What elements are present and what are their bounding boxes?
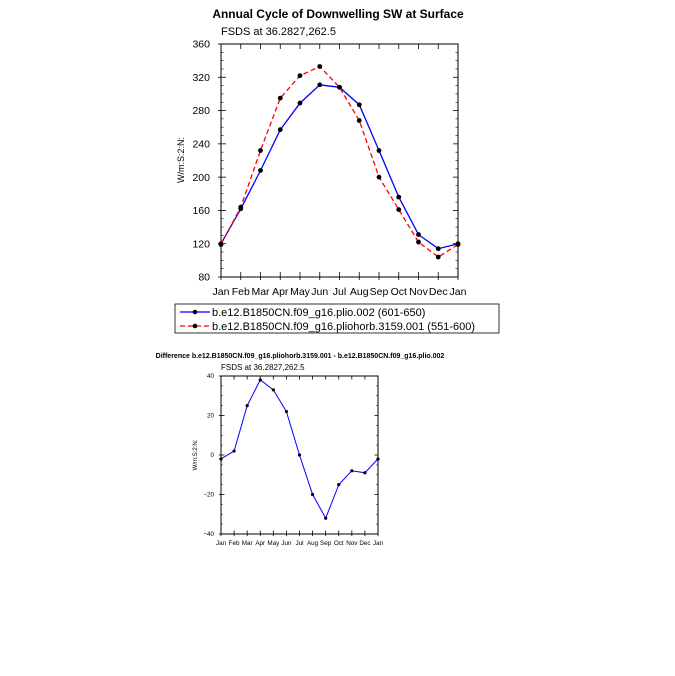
chart1-series-1-point	[356, 102, 362, 108]
legend-box	[174, 303, 500, 334]
chart1-subtitle: FSDS at 36.2827,262.5	[221, 26, 336, 38]
chart2-xtick-label: Nov	[346, 540, 358, 547]
chart2-series-1-point	[245, 404, 249, 408]
chart1-series-2-point	[238, 204, 244, 210]
chart1-series-2-point	[218, 242, 224, 247]
chart1-xtick-label: Jan	[450, 286, 467, 298]
chart2-series-1-point	[232, 449, 236, 453]
chart1-ytick-label: 120	[192, 238, 210, 250]
chart1-xtick-label: Mar	[251, 286, 270, 298]
legend-marker-series1	[192, 309, 198, 315]
chart2-series-1-point	[284, 409, 289, 414]
chart2-series-1-point	[297, 453, 302, 457]
chart1-series-1-point	[277, 127, 283, 133]
chart2-ytick-label: −20	[203, 492, 214, 499]
chart1-ylabel: W/m:S:2:N:	[176, 137, 186, 183]
chart2-ytick-label: −40	[203, 531, 214, 538]
chart1-series-2-point	[317, 64, 323, 69]
chart1-xtick-label: May	[290, 286, 311, 298]
legend-marker-series2	[192, 323, 198, 329]
chart1-series-1-point	[416, 232, 421, 237]
chart2-xtick-label: Jun	[281, 540, 292, 547]
annual-cycle-chart: Annual Cycle of Downwelling SW at Surfac…	[174, 7, 500, 334]
chart2-xtick-label: Aug	[307, 540, 319, 547]
chart2-xtick-label: Jul	[295, 540, 303, 547]
legend-label-series1: b.e12.B1850CN.f09_g16.plio.002 (601-650)	[212, 307, 425, 319]
chart2-title: Difference b.e12.B1850CN.f09_g16.pliohor…	[156, 353, 445, 360]
chart2-series-1-point	[350, 469, 354, 473]
chart1-series-1-point	[396, 194, 402, 200]
chart2-series-1-point	[271, 388, 275, 392]
chart1-ytick-label: 160	[192, 205, 210, 217]
chart1-legend: b.e12.B1850CN.f09_g16.plio.002 (601-650)…	[174, 303, 500, 334]
chart1-series-2-point	[455, 242, 461, 247]
chart1-ytick-label: 200	[192, 172, 210, 184]
chart2-xtick-label: Dec	[359, 540, 370, 547]
chart1-xtick-label: Jun	[311, 286, 328, 298]
chart1-series-1-point	[317, 82, 323, 88]
chart1-series-1-point	[435, 246, 441, 252]
chart1-series-1-point	[297, 100, 303, 106]
chart2-series-1-point	[363, 471, 367, 475]
chart1-ytick-label: 360	[192, 39, 210, 51]
chart2-ytick-label: 0	[210, 452, 214, 459]
chart1-xtick-label: Apr	[272, 286, 289, 298]
chart1-xtick-label: Jan	[213, 286, 230, 298]
chart2-series-1-point	[337, 483, 341, 487]
chart1-series-2-point	[416, 239, 421, 245]
chart1-xtick-label: Dec	[429, 286, 448, 298]
chart2-series-1-point	[219, 457, 223, 461]
chart2-xtick-label: Sep	[320, 540, 332, 547]
chart1-series-1-point	[258, 168, 263, 173]
chart1-series-2-point	[356, 118, 362, 123]
chart1-xtick-label: Nov	[409, 286, 428, 298]
legend-label-series2: b.e12.B1850CN.f09_g16.pliohorb.3159.001 …	[212, 321, 475, 333]
chart1-ytick-label: 80	[198, 272, 210, 284]
chart2-series-1-point	[324, 516, 328, 520]
chart1-series-2-point	[376, 174, 382, 180]
chart2-xtick-label: May	[267, 540, 280, 547]
chart2-series-1-point	[376, 457, 380, 461]
chart2-xtick-label: Feb	[229, 540, 240, 547]
chart1-title: Annual Cycle of Downwelling SW at Surfac…	[212, 7, 464, 21]
chart1-series-2-point	[277, 95, 283, 101]
chart2-ytick-label: 20	[207, 413, 215, 420]
chart1-series-2-point	[258, 148, 263, 153]
chart1-ytick-label: 280	[192, 105, 210, 117]
chart1-xtick-label: Oct	[391, 286, 407, 298]
chart1-series-line-2	[220, 65, 459, 258]
chart1-xtick-label: Sep	[370, 286, 389, 298]
chart1-series-2-point	[337, 84, 342, 90]
chart2-series-1-point	[310, 492, 315, 497]
chart1-xtick-label: Jul	[333, 286, 346, 298]
chart1-series-line-1	[220, 84, 459, 250]
chart1-xtick-label: Aug	[350, 286, 369, 298]
chart2-xtick-label: Apr	[255, 540, 265, 547]
chart2-xtick-label: Jan	[216, 540, 227, 547]
chart2-xtick-label: Mar	[242, 540, 253, 547]
chart1-series-2-point	[396, 207, 402, 212]
chart2-ylabel: W/m:S:2:N:	[193, 439, 199, 470]
chart1-series-2-point	[297, 73, 303, 79]
chart1-ytick-label: 240	[192, 139, 210, 151]
difference-chart: Difference b.e12.B1850CN.f09_g16.pliohor…	[156, 353, 445, 547]
chart2-series-1-point	[258, 378, 262, 382]
chart1-xtick-label: Feb	[232, 286, 250, 298]
chart1-ytick-label: 320	[192, 72, 210, 84]
chart2-xtick-label: Oct	[334, 540, 344, 547]
chart1-series-2-point	[435, 254, 441, 260]
chart2-xtick-label: Jan	[373, 540, 384, 547]
chart2-ytick-label: 40	[207, 373, 215, 380]
chart2-series-line-1	[220, 379, 379, 520]
chart1-series-1-point	[376, 148, 382, 153]
chart2-subtitle: FSDS at 36.2827,262.5	[221, 363, 305, 372]
